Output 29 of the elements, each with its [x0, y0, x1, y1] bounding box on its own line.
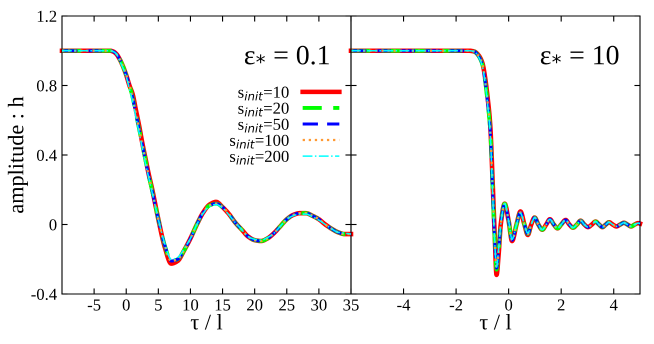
- x-tick-label: 0: [122, 299, 130, 311]
- legend-label: s$_{init}$=10: [238, 86, 289, 100]
- y-axis-title: amplitude : h: [8, 96, 28, 213]
- legend-label: s$_{init}$=20: [238, 102, 289, 116]
- legend-label: s$_{init}$=100: [230, 134, 289, 149]
- x-axis-title: τ / l: [480, 314, 512, 330]
- x-tick-label: 25: [279, 299, 294, 311]
- legend-label: s$_{init}$=50: [238, 118, 289, 132]
- x-tick-label: 15: [216, 299, 230, 311]
- x-tick-label: 35: [343, 299, 359, 311]
- x-tick-label: 10: [184, 299, 198, 311]
- x-tick-label: -2: [450, 299, 462, 310]
- x-tick-label: 2: [558, 299, 564, 310]
- y-tick-label: -0.4: [31, 288, 57, 300]
- x-tick-label: 5: [155, 300, 162, 311]
- x-tick-label: 4: [610, 299, 618, 310]
- x-tick-label: 30: [311, 299, 327, 311]
- annotation: ε$_{*}$ = 0.1: [244, 46, 329, 65]
- legend-label: s$_{init}$=200: [230, 150, 289, 165]
- y-tick-label: 0.8: [36, 80, 57, 92]
- x-tick-label: -5: [88, 300, 100, 311]
- y-tick-label: 0.4: [36, 150, 57, 162]
- y-tick-label: 1.2: [38, 10, 56, 22]
- x-tick-label: -4: [397, 299, 410, 310]
- y-tick-label: 0: [49, 219, 57, 230]
- annotation: ε$_{*}$ = 10: [540, 46, 618, 65]
- x-axis-title: τ / l: [190, 314, 222, 330]
- x-tick-label: 20: [247, 299, 262, 311]
- x-tick-label: 0: [505, 299, 512, 311]
